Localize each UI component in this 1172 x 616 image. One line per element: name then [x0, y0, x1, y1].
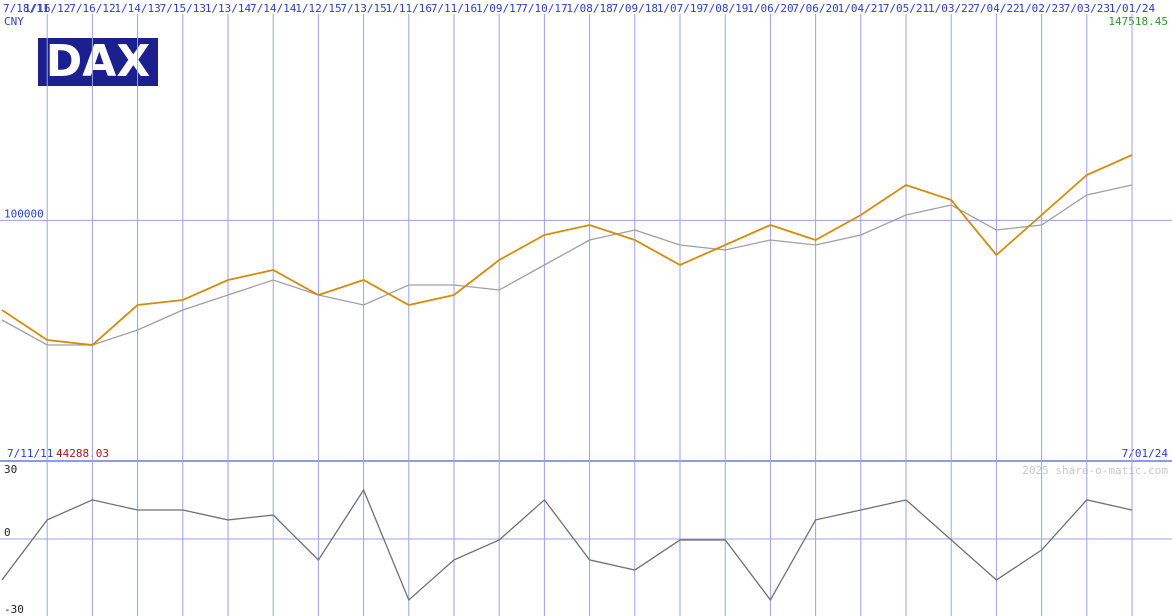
x-tick-label: 1/09/17 — [476, 2, 522, 15]
x-tick-label: 1/01/24 — [1109, 2, 1156, 15]
x-tick-label: 7/06/20 — [792, 2, 838, 15]
series-line — [1, 184, 1133, 346]
x-tick-label: 7/08/19 — [702, 2, 748, 15]
x-tick-label: 7/13/15 — [340, 2, 386, 15]
logo: DAX — [46, 36, 151, 87]
x-tick-label: 7/11/16 — [431, 2, 477, 15]
x-tick-label: 7/16/12 — [69, 2, 115, 15]
y2-tick-label: 0 — [4, 526, 11, 539]
y2-tick-label: -30 — [4, 603, 24, 616]
x-tick-label: 7/04/22 — [973, 2, 1019, 15]
y-tick-label: 100000 — [4, 207, 44, 220]
currency-label: CNY — [4, 15, 24, 28]
x-tick-label: 7/05/21 — [883, 2, 929, 15]
x-tick-label: 1/02/23 — [1018, 2, 1064, 15]
x-tick-label: 1/13/14 — [205, 2, 252, 15]
x-tick-label: 7/15/13 — [160, 2, 206, 15]
x-tick-label: 1/12/15 — [295, 2, 341, 15]
x-tick-label: 1/08/18 — [566, 2, 612, 15]
x-tick-label: 7/14/14 — [250, 2, 297, 15]
credit: 2025 share-o-matic.com — [1022, 464, 1168, 477]
x-tick-label: 1/16/12 — [24, 2, 70, 15]
x-tick-label: 7/18/11 — [3, 2, 49, 15]
x-tick-label: 1/04/21 — [838, 2, 884, 15]
end-date: 7/01/24 — [1122, 447, 1169, 460]
x-tick-label: 7/10/17 — [521, 2, 567, 15]
max-label: 147518.45 — [1108, 15, 1168, 28]
min-label: 44288.03 — [56, 447, 109, 460]
x-tick-label: 1/14/13 — [114, 2, 160, 15]
x-tick-label: 1/07/19 — [657, 2, 703, 15]
series-line — [1, 488, 1133, 602]
x-tick-label: 1/06/20 — [747, 2, 793, 15]
x-tick-label: 1/11/16 — [386, 2, 432, 15]
x-tick-label: 7/09/18 — [612, 2, 658, 15]
x-tick-label: 1/03/22 — [928, 2, 974, 15]
start-date: 7/11/11 — [7, 447, 53, 460]
y2-tick-label: 30 — [4, 463, 17, 476]
x-tick-label: 7/03/23 — [1064, 2, 1110, 15]
series-line — [1, 154, 1133, 346]
